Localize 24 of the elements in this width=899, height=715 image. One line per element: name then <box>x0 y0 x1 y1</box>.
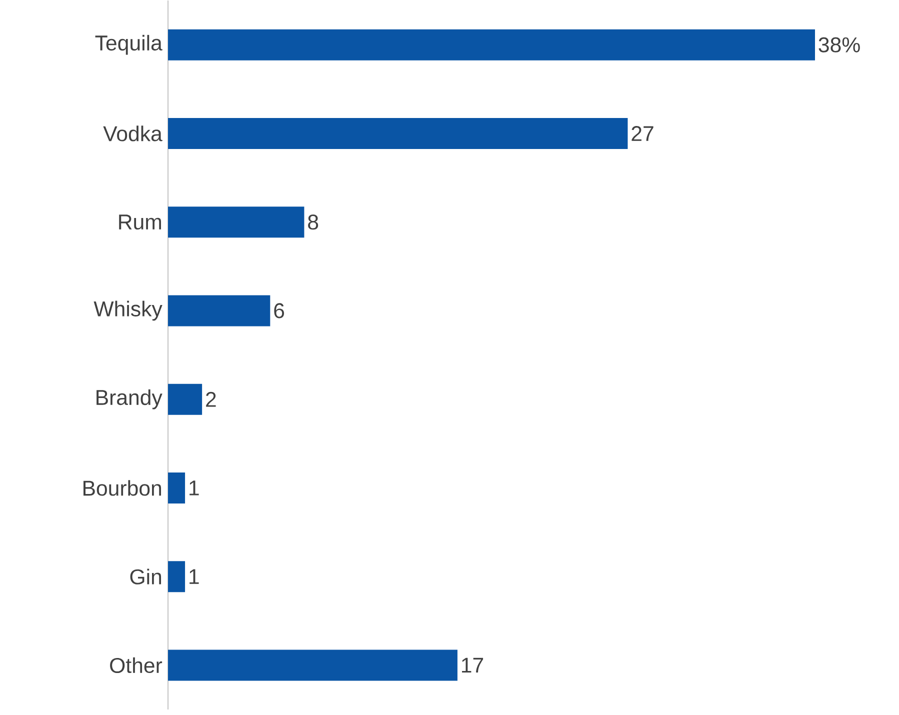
y-tick-label: Gin <box>130 568 162 585</box>
data-label: 38% <box>818 38 860 53</box>
bar <box>168 384 202 416</box>
data-label: 17 <box>462 658 484 673</box>
y-tick-label: Bourbon <box>84 480 162 496</box>
y-tick-label: Vodka <box>103 126 162 142</box>
bar <box>168 118 628 150</box>
data-label: 2 <box>206 392 216 408</box>
data-label: 1 <box>190 480 199 496</box>
bar <box>168 206 304 238</box>
y-tick-label: Tequila <box>95 35 162 56</box>
bar <box>168 650 458 681</box>
y-tick-label: Whisky <box>94 301 162 321</box>
bar <box>168 295 270 326</box>
data-label: 6 <box>274 303 284 319</box>
y-tick-label: Other <box>110 658 162 674</box>
bar <box>168 561 186 592</box>
y-tick-label: Rum <box>119 214 161 230</box>
bar <box>168 472 186 504</box>
data-label: 1 <box>190 569 199 584</box>
data-label: 8 <box>308 214 318 230</box>
y-tick-label: Brandy <box>96 390 162 410</box>
data-label: 27 <box>632 126 654 142</box>
bar <box>168 30 815 61</box>
